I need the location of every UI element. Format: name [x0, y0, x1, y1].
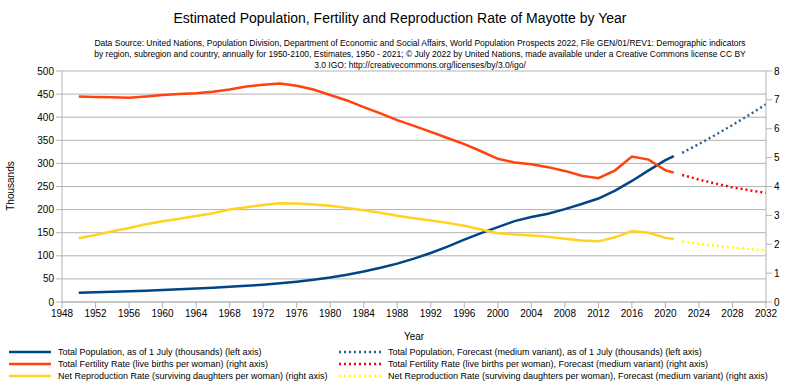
- svg-text:1948: 1948: [51, 308, 74, 319]
- svg-text:2012: 2012: [587, 308, 610, 319]
- svg-text:2016: 2016: [621, 308, 644, 319]
- svg-text:2028: 2028: [721, 308, 744, 319]
- svg-text:1980: 1980: [319, 308, 342, 319]
- svg-text:2000: 2000: [487, 308, 510, 319]
- html-text:Net Reproduction Rate (survivi: Net Reproduction Rate (surviving daughte…: [388, 371, 768, 381]
- html-text:Data Source: United Nations, P: Data Source: United Nations, Population …: [94, 38, 746, 48]
- svg-text:2020: 2020: [654, 308, 677, 319]
- svg-text:1992: 1992: [420, 308, 443, 319]
- html-text:Thousands: Thousands: [4, 161, 16, 211]
- svg-text:1968: 1968: [218, 308, 241, 319]
- svg-text:6: 6: [774, 123, 780, 134]
- svg-text:400: 400: [37, 112, 54, 123]
- svg-text:450: 450: [37, 89, 54, 100]
- svg-text:Year: Year: [404, 331, 425, 342]
- svg-text:350: 350: [37, 135, 54, 146]
- html-text:Total Population, Forecast (me: Total Population, Forecast (medium varia…: [388, 347, 702, 357]
- html-text:3.0 IGO: http://creativecommon: 3.0 IGO: http://creativecommons.org/lice…: [314, 60, 526, 70]
- svg-text:100: 100: [37, 250, 54, 261]
- svg-text:2024: 2024: [688, 308, 711, 319]
- html-text:by region, subregion and count: by region, subregion and country, annual…: [94, 49, 746, 59]
- svg-text:1984: 1984: [353, 308, 376, 319]
- svg-text:250: 250: [37, 181, 54, 192]
- svg-text:1952: 1952: [84, 308, 107, 319]
- html-text:Total Fertility Rate (live bir: Total Fertility Rate (live births per wo…: [58, 359, 269, 369]
- html-text:Total Fertility Rate (live bir: Total Fertility Rate (live births per wo…: [388, 359, 709, 369]
- svg-text:1996: 1996: [453, 308, 476, 319]
- svg-text:2008: 2008: [554, 308, 577, 319]
- svg-text:1972: 1972: [252, 308, 275, 319]
- svg-text:200: 200: [37, 204, 54, 215]
- svg-text:2004: 2004: [520, 308, 543, 319]
- svg-text:500: 500: [37, 66, 54, 77]
- svg-text:300: 300: [37, 158, 54, 169]
- svg-text:3: 3: [774, 210, 780, 221]
- svg-text:1964: 1964: [185, 308, 208, 319]
- svg-text:0: 0: [774, 297, 780, 308]
- svg-text:1: 1: [774, 268, 780, 279]
- svg-text:150: 150: [37, 227, 54, 238]
- html-text:Net Reproduction Rate (survivi: Net Reproduction Rate (surviving daughte…: [58, 371, 328, 381]
- svg-text:1976: 1976: [286, 308, 309, 319]
- svg-text:1956: 1956: [118, 308, 141, 319]
- html-text:Total Population, as of 1 July: Total Population, as of 1 July (thousand…: [58, 347, 262, 357]
- html-text:Estimated Population, Fertilit: Estimated Population, Fertility and Repr…: [173, 10, 627, 26]
- svg-text:4: 4: [774, 181, 780, 192]
- svg-text:8: 8: [774, 66, 780, 77]
- svg-text:2: 2: [774, 239, 780, 250]
- svg-text:1960: 1960: [151, 308, 174, 319]
- svg-text:0: 0: [48, 297, 54, 308]
- svg-text:5: 5: [774, 152, 780, 163]
- svg-text:2032: 2032: [755, 308, 778, 319]
- svg-text:7: 7: [774, 94, 780, 105]
- svg-text:1988: 1988: [386, 308, 409, 319]
- svg-text:50: 50: [43, 273, 55, 284]
